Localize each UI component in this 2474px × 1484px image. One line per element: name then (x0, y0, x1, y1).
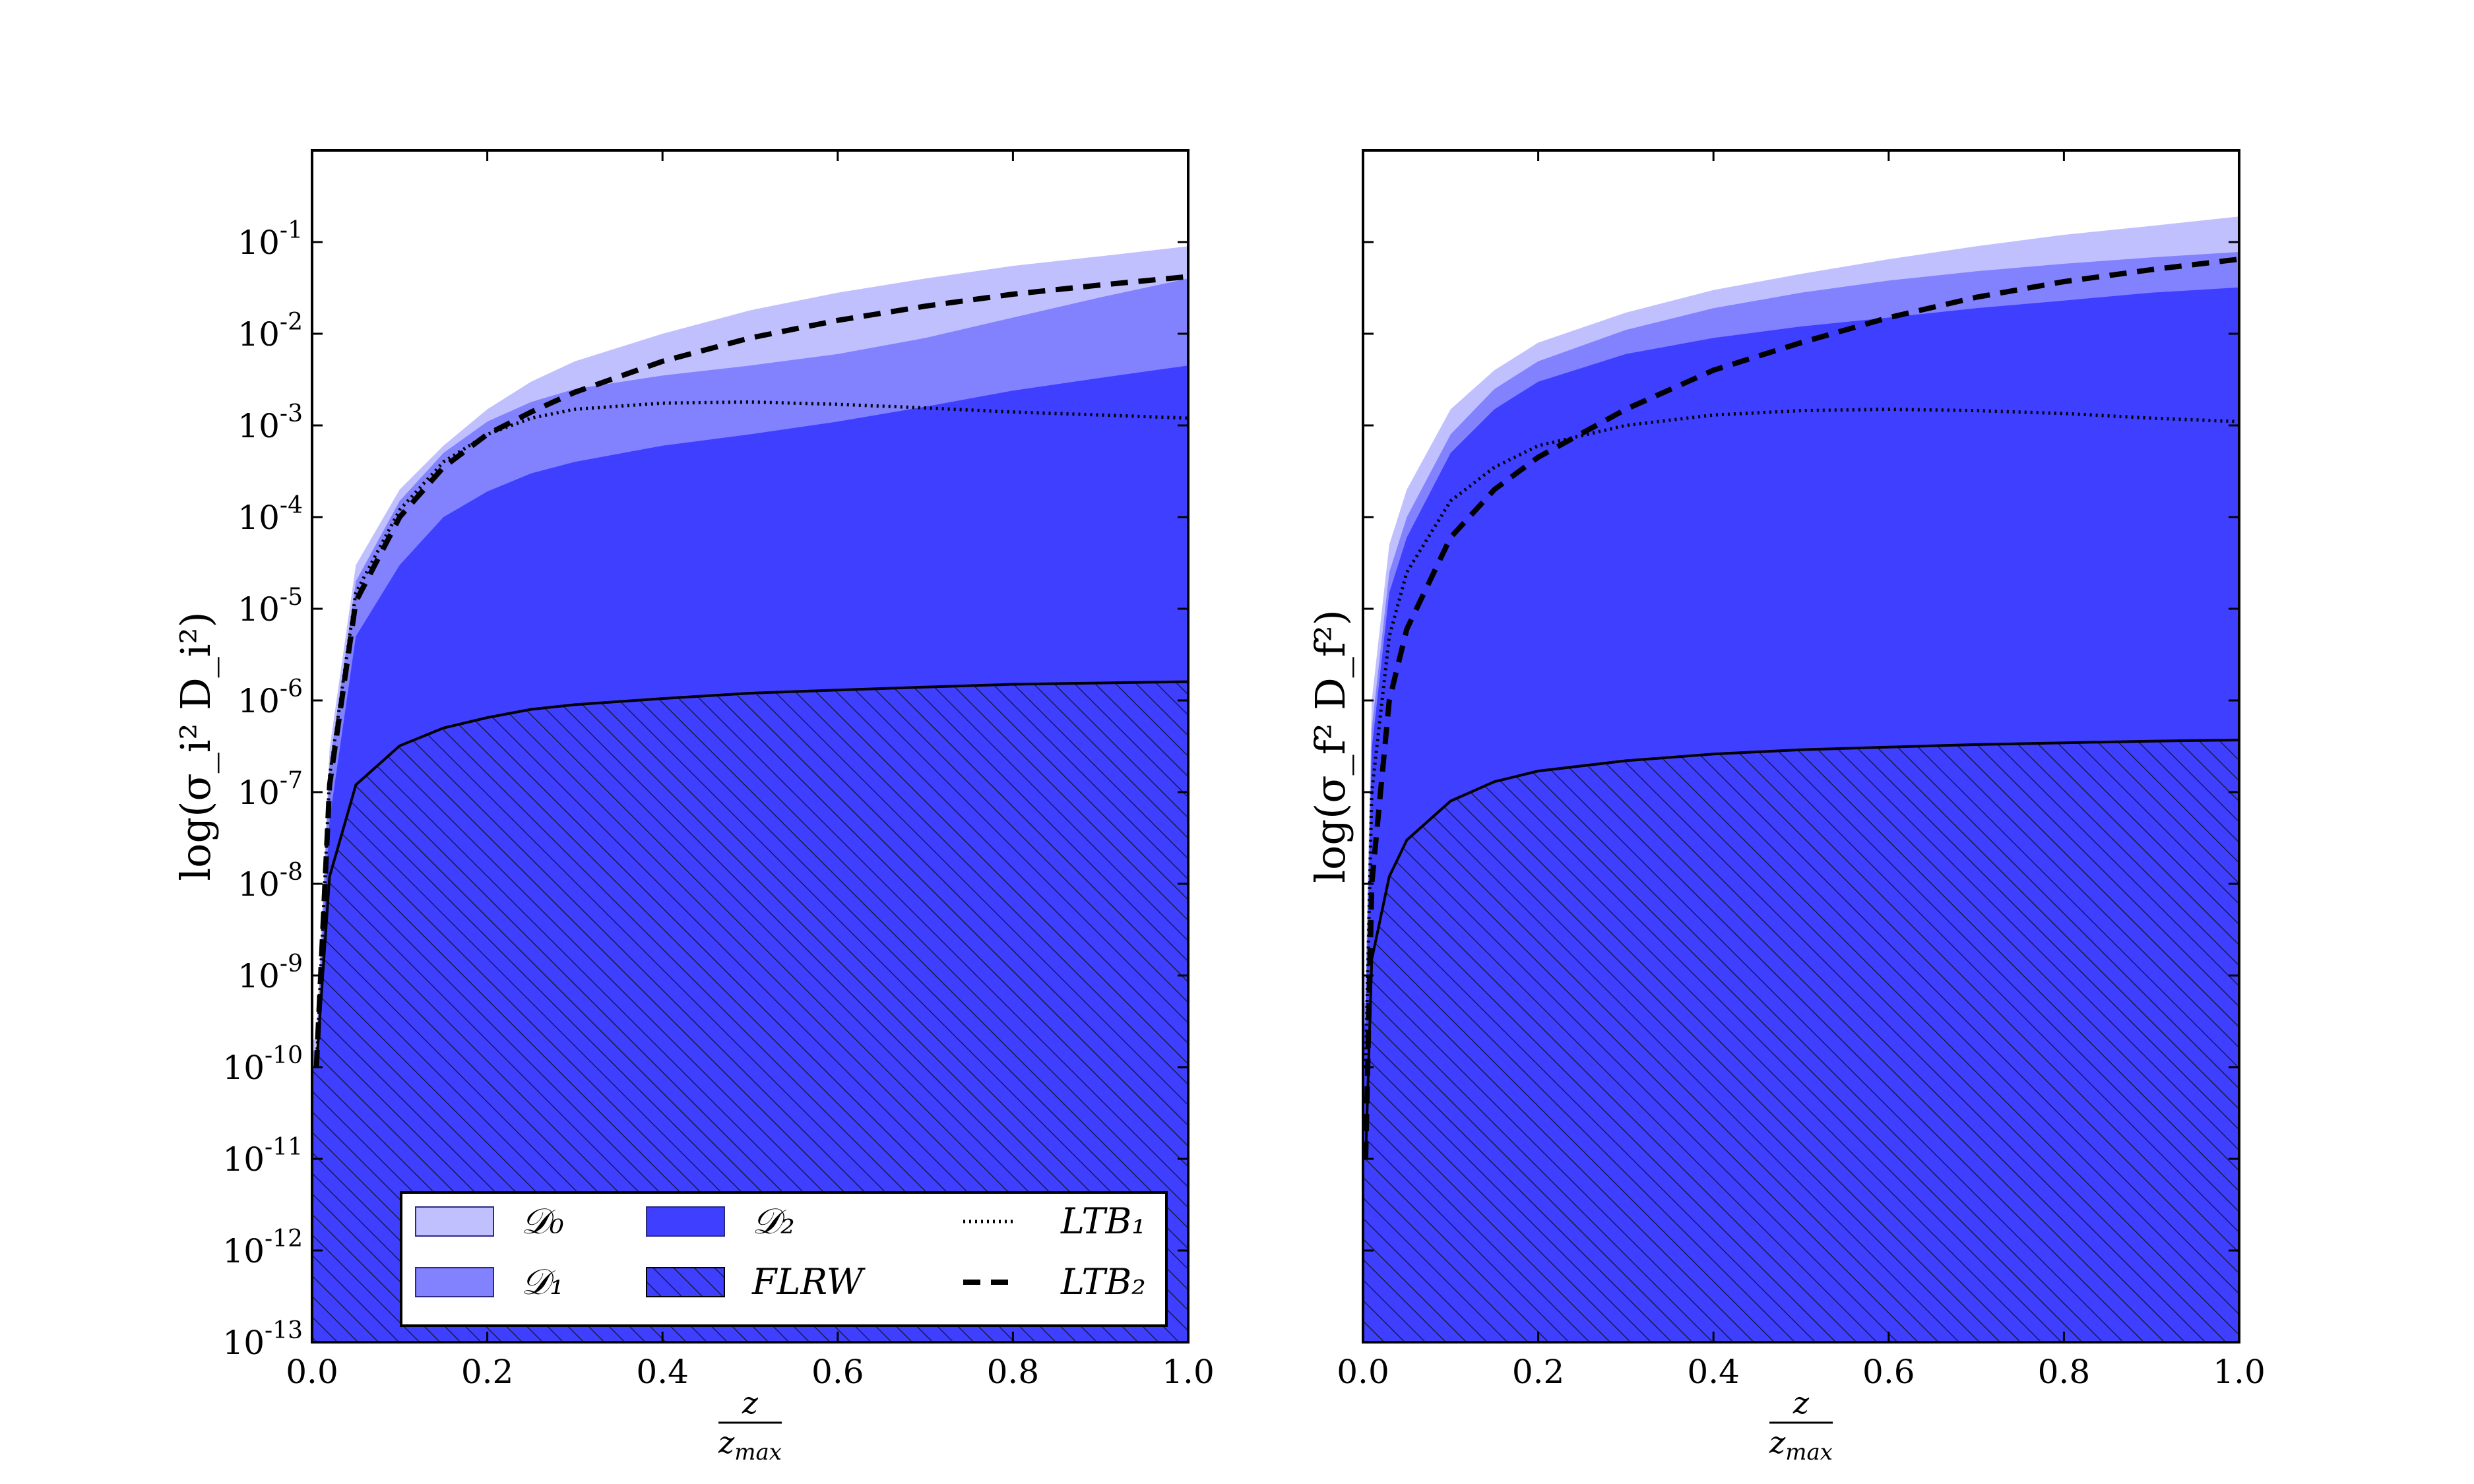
legend-swatch-D0 (415, 1206, 494, 1237)
legend-label-D2: 𝒟₂ (752, 1200, 795, 1242)
x-tick-label: 0.4 (1687, 1353, 1740, 1391)
plot-area (312, 246, 1188, 1342)
right-panel: 0.0 0.2 0.4 0.6 0.8 1.0 z zmax log(σ_f² D_f²) (1306, 149, 2266, 1466)
legend-swatch-FLRW (646, 1267, 725, 1297)
x-tick-label: 0.8 (987, 1353, 1040, 1391)
axes-frame (311, 149, 1189, 1344)
series-line-FLRW (315, 680, 1188, 1068)
y-tick-label: 10-2 (238, 309, 303, 354)
x-axis-label-numerator: z (742, 1385, 759, 1421)
x-tick-label: 1.0 (2213, 1353, 2266, 1391)
y-tick-label: 10-10 (222, 1042, 303, 1087)
legend-item-FLRW: FLRW (646, 1261, 866, 1303)
legend-item-D2: 𝒟₂ (646, 1200, 795, 1242)
y-tick-label: 10-4 (238, 492, 303, 537)
legend: 𝒟₀ 𝒟₂ LTB₁ 𝒟₁ FLRW LTB₂ (400, 1191, 1168, 1327)
x-tick-label: 0.0 (286, 1353, 338, 1391)
x-axis-label-numerator: z (1792, 1385, 1810, 1421)
y-tick-label: 10-9 (238, 950, 303, 995)
legend-item-D1: 𝒟₁ (415, 1261, 564, 1303)
y-axis-label: log(σ_f² D_f²) (1306, 609, 1354, 883)
x-tick-label: 0.8 (2038, 1353, 2091, 1391)
legend-frame (400, 1191, 1168, 1327)
legend-item-LTB1: LTB₁ (963, 1200, 1146, 1242)
y-axis-label: log(σ_i² D_i²) (172, 611, 220, 881)
x-axis-label-denominator: zmax (718, 1425, 782, 1466)
series-line-FLRW (1364, 739, 2239, 1159)
legend-item-LTB2: LTB₂ (963, 1261, 1146, 1303)
legend-swatch-D2 (646, 1206, 725, 1237)
y-tick-label: 10-11 (222, 1134, 303, 1179)
plot-area (1363, 216, 2239, 1342)
series-line-LTB2 (313, 274, 1188, 1068)
legend-swatch-D1 (415, 1267, 494, 1297)
legend-item-D0: 𝒟₀ (415, 1200, 564, 1242)
x-tick-label: 0.6 (1862, 1353, 1915, 1391)
x-axis-label-denominator: zmax (1769, 1425, 1833, 1466)
legend-label-FLRW: FLRW (751, 1261, 866, 1303)
series-area-FLRW (312, 681, 1188, 1342)
x-tick-label: 0.2 (1512, 1353, 1565, 1391)
x-tick-label: 0.4 (636, 1353, 689, 1391)
x-tick-label: 0.2 (461, 1353, 514, 1391)
left-panel: 0.0 0.2 0.4 0.6 0.8 1.0 10-13 10-12 10-11 10-10 10… (172, 149, 1215, 1466)
series-line-LTB1 (315, 400, 1188, 1068)
series-line-LTB2 (1363, 257, 2239, 1159)
y-tick-label: 10-1 (238, 217, 303, 262)
x-tick-label: 1.0 (1162, 1353, 1215, 1391)
legend-label-LTB1: LTB₁ (1060, 1200, 1146, 1242)
y-tick-label: 10-5 (238, 584, 303, 629)
y-tick-label: 10-13 (222, 1317, 303, 1362)
y-tick-label: 10-6 (238, 675, 303, 720)
y-tick-label: 10-3 (238, 400, 303, 445)
legend-label-D1: 𝒟₁ (521, 1261, 564, 1303)
y-tick-label: 10-7 (238, 767, 303, 812)
x-tick-label: 0.0 (1337, 1353, 1389, 1391)
x-tick-label: 0.6 (811, 1353, 864, 1391)
legend-label-LTB2: LTB₂ (1060, 1261, 1146, 1303)
axes-frame (1362, 149, 2240, 1344)
legend-label-D0: 𝒟₀ (521, 1200, 564, 1242)
y-tick-label: 10-12 (222, 1225, 303, 1270)
y-tick-label: 10-8 (238, 859, 303, 904)
series-area-FLRW (1363, 740, 2239, 1342)
